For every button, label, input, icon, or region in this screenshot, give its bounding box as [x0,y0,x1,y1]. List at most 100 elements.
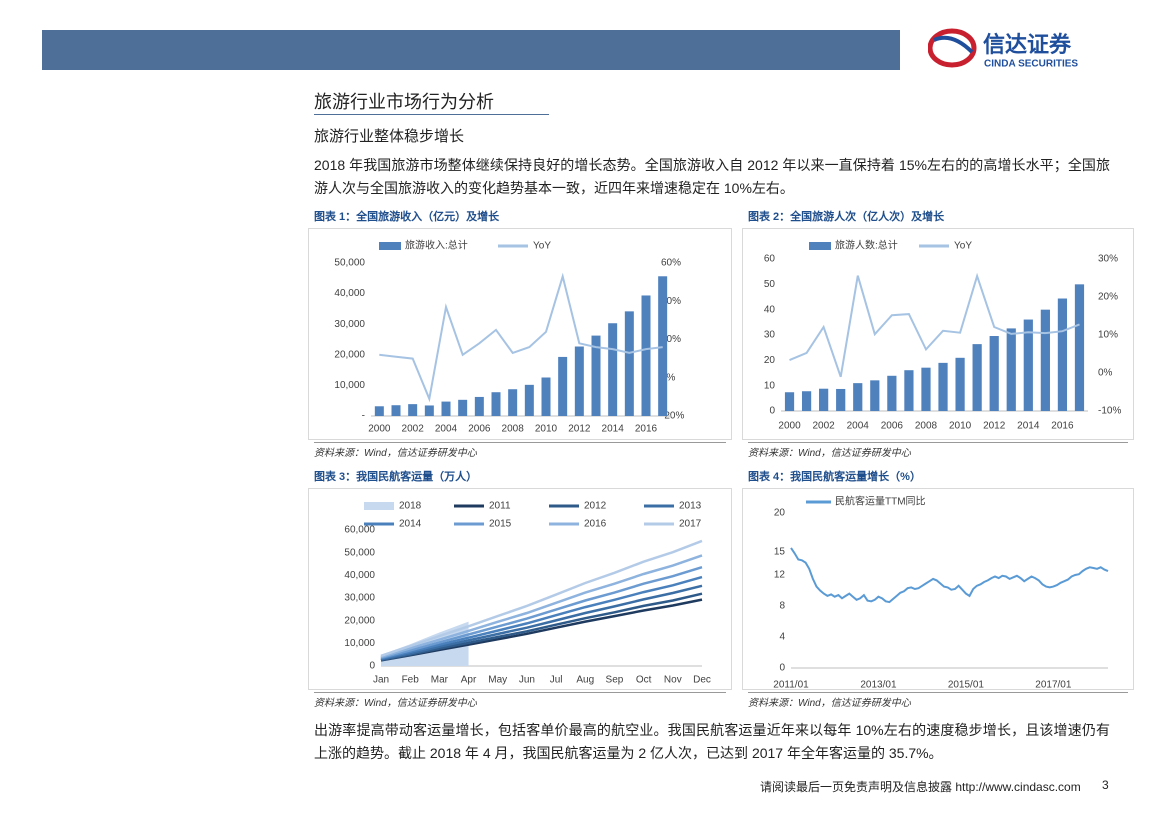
chart-source: 资料来源：Wind，信达证券研发中心 [748,692,1128,709]
x-tick-label: 2000 [368,424,391,435]
bar [424,405,434,416]
y-tick-label: - [362,411,365,422]
x-tick-label: Jan [373,675,389,686]
y2-tick-label: -10% [1098,406,1121,417]
legend-label: 民航客运量TTM同比 [835,495,926,508]
chart-source: 资料来源：Wind，信达证券研发中心 [314,442,726,459]
x-tick-label: 2008 [502,424,525,435]
x-tick-label: 2014 [602,424,625,435]
line [379,272,663,403]
bar [624,311,634,416]
bar [1074,284,1085,411]
logo-swoosh [933,35,974,54]
x-tick-label: 2002 [813,421,836,432]
x-tick-label: 2006 [881,421,904,432]
legend-label: 2011 [489,501,511,512]
bar [1057,298,1068,411]
y-tick-label: 30,000 [334,319,365,330]
paragraph: 出游率提高带动客运量增长，包括客单价最高的航空业。我国民航客运量近年来以每年 1… [314,722,1110,761]
x-tick-label: Aug [576,675,594,686]
x-tick-label: 2014 [1017,421,1040,432]
y-tick-label: 60,000 [344,525,375,536]
subsection-title: 旅游行业整体稳步增长 [314,128,465,145]
y-tick-label: 0 [769,406,775,417]
bar [508,389,518,416]
x-tick-label: Jun [519,675,535,686]
bar [658,276,668,416]
bar [374,406,384,416]
y-tick-label: 10 [764,380,776,391]
x-tick-label: 2012 [983,421,1006,432]
y-tick-label: 12 [774,570,786,581]
line [789,272,1080,378]
chart: 0 4 8 12 15 20 2011/01 2013/01 2015/01 2017/01 民航客… [742,488,1134,690]
bar [524,384,534,416]
bar [574,346,584,416]
y-tick-label: 60 [764,254,776,265]
y-tick-label: 0 [369,661,375,672]
bar [972,344,982,411]
line [380,592,703,662]
x-tick-label: 2013/01 [860,680,897,690]
bar [591,335,601,416]
line [380,575,703,660]
logo-cn: 信达证券 [983,32,1072,57]
line [380,584,703,661]
y-tick-label: 10,000 [334,380,365,391]
logo-en: CINDA SECURITIES [984,59,1078,70]
line [380,554,703,659]
y-tick-label: 40 [764,304,776,315]
y-tick-label: 15 [774,546,786,557]
x-tick-label: 2017/01 [1035,680,1072,690]
bar [870,380,880,411]
chart-title: 图表 1：全国旅游收入（亿元）及增长 [314,211,500,223]
y-tick-label: 10,000 [344,638,375,649]
x-tick-label: Mar [431,675,449,686]
bar [784,392,795,411]
y2-tick-label: 60% [661,258,681,269]
x-tick-label: May [488,675,507,686]
line [380,539,703,657]
x-tick-label: Oct [636,675,652,686]
x-tick-label: 2016 [1051,421,1074,432]
bar [491,392,501,416]
y2-tick-label: -20% [661,411,684,422]
y-tick-label: 8 [779,601,785,612]
legend-swatch [809,242,831,250]
x-tick-label: Dec [693,675,711,686]
y-tick-label: 4 [779,632,785,643]
logo: 信达证券 CINDA SECURITIES [928,28,1078,70]
bar [801,391,812,411]
legend-label: 旅游收入:总计 [405,239,468,252]
bar [391,405,401,416]
legend-swatch [364,502,394,510]
bar [836,388,846,411]
y-tick-label: 20 [774,508,786,519]
y-tick-label: 20,000 [334,349,365,360]
bar [853,383,863,411]
x-tick-label: 2008 [915,421,938,432]
y2-tick-label: 0% [661,372,676,383]
y-tick-label: 20,000 [344,615,375,626]
header-bar [42,30,900,70]
x-tick-label: 2010 [949,421,972,432]
x-tick-label: 2011/01 [773,680,809,690]
bar [608,323,618,416]
y-tick-label: 50 [764,279,776,290]
x-tick-label: Sep [606,675,624,686]
legend-label: 2012 [584,501,607,512]
y-tick-label: 50,000 [334,258,365,269]
bar [938,362,948,411]
y2-tick-label: 0% [1098,368,1113,379]
y2-tick-label: 20% [1098,292,1118,303]
bar [955,357,965,411]
bar [1023,319,1033,411]
legend-label: 2014 [399,519,422,530]
legend-label: YoY [533,241,551,252]
chart: - 10,000 20,000 30,000 40,000 50,000 -20% 0% 20%… [308,228,732,440]
bar [921,367,931,411]
y2-tick-label: 20% [661,334,681,345]
chart-title: 图表 4：我国民航客运量增长（%） [748,471,921,483]
bar [441,401,451,416]
y2-tick-label: 30% [1098,254,1118,265]
